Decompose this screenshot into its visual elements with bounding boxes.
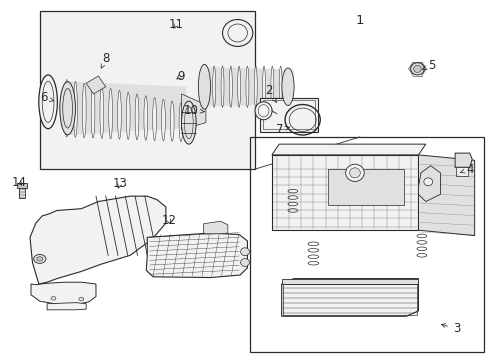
Text: 10: 10 (184, 104, 204, 117)
Text: 3: 3 (441, 322, 460, 335)
Bar (283, 284, 417, 315)
Ellipse shape (179, 103, 183, 141)
Polygon shape (203, 67, 294, 107)
Ellipse shape (229, 66, 232, 107)
Ellipse shape (271, 66, 274, 107)
Text: 6: 6 (40, 91, 53, 104)
Ellipse shape (39, 75, 57, 129)
Bar (40, 12, 255, 169)
Ellipse shape (279, 66, 282, 107)
Ellipse shape (282, 68, 294, 105)
Text: 5: 5 (422, 59, 435, 72)
Ellipse shape (255, 102, 272, 120)
Text: 11: 11 (169, 18, 184, 31)
Ellipse shape (411, 63, 424, 75)
Ellipse shape (153, 98, 156, 140)
Text: 12: 12 (161, 214, 176, 227)
Polygon shape (282, 279, 418, 284)
Ellipse shape (263, 66, 266, 107)
Ellipse shape (60, 82, 75, 135)
Ellipse shape (204, 66, 207, 107)
Polygon shape (30, 196, 166, 284)
Ellipse shape (241, 258, 249, 266)
Text: 13: 13 (113, 177, 127, 190)
Ellipse shape (100, 87, 104, 138)
Ellipse shape (135, 94, 139, 140)
Ellipse shape (82, 83, 86, 138)
Bar (272, 155, 418, 230)
Text: 4: 4 (461, 163, 473, 176)
Text: 1: 1 (356, 14, 364, 27)
Ellipse shape (79, 297, 84, 301)
Polygon shape (31, 282, 96, 306)
Ellipse shape (51, 297, 56, 300)
Ellipse shape (65, 80, 69, 137)
Bar (250, 137, 485, 352)
Ellipse shape (34, 255, 46, 264)
Text: 2: 2 (265, 84, 276, 102)
Ellipse shape (246, 66, 249, 107)
Bar (263, 100, 316, 130)
Ellipse shape (144, 96, 147, 140)
Bar (17, 183, 27, 188)
Ellipse shape (254, 66, 257, 107)
Ellipse shape (345, 164, 364, 181)
Ellipse shape (91, 85, 95, 138)
Ellipse shape (213, 66, 216, 107)
Ellipse shape (171, 101, 174, 141)
Ellipse shape (126, 92, 130, 139)
Ellipse shape (349, 168, 360, 178)
Ellipse shape (181, 101, 196, 144)
Ellipse shape (118, 90, 122, 139)
Ellipse shape (221, 66, 224, 107)
Polygon shape (455, 153, 472, 167)
Bar (328, 169, 404, 205)
Ellipse shape (74, 81, 77, 137)
Polygon shape (147, 233, 247, 278)
Polygon shape (64, 81, 186, 135)
Ellipse shape (162, 99, 165, 141)
Ellipse shape (222, 19, 253, 46)
Bar (19, 184, 25, 198)
Polygon shape (47, 303, 86, 310)
Bar (456, 167, 468, 176)
Polygon shape (282, 279, 418, 316)
Polygon shape (86, 76, 106, 94)
Bar (260, 98, 318, 132)
Polygon shape (181, 94, 206, 130)
Ellipse shape (37, 257, 43, 261)
Polygon shape (418, 166, 441, 202)
Text: 14: 14 (12, 176, 27, 189)
Text: 8: 8 (101, 51, 110, 68)
Ellipse shape (241, 248, 249, 256)
Ellipse shape (228, 24, 247, 42)
Text: 9: 9 (177, 69, 184, 82)
Ellipse shape (238, 66, 241, 107)
Ellipse shape (198, 64, 211, 109)
Polygon shape (418, 155, 475, 235)
Ellipse shape (414, 65, 421, 72)
Ellipse shape (424, 178, 433, 186)
Text: 7: 7 (276, 123, 290, 136)
Ellipse shape (109, 89, 113, 139)
Polygon shape (272, 144, 426, 155)
Polygon shape (203, 221, 228, 234)
